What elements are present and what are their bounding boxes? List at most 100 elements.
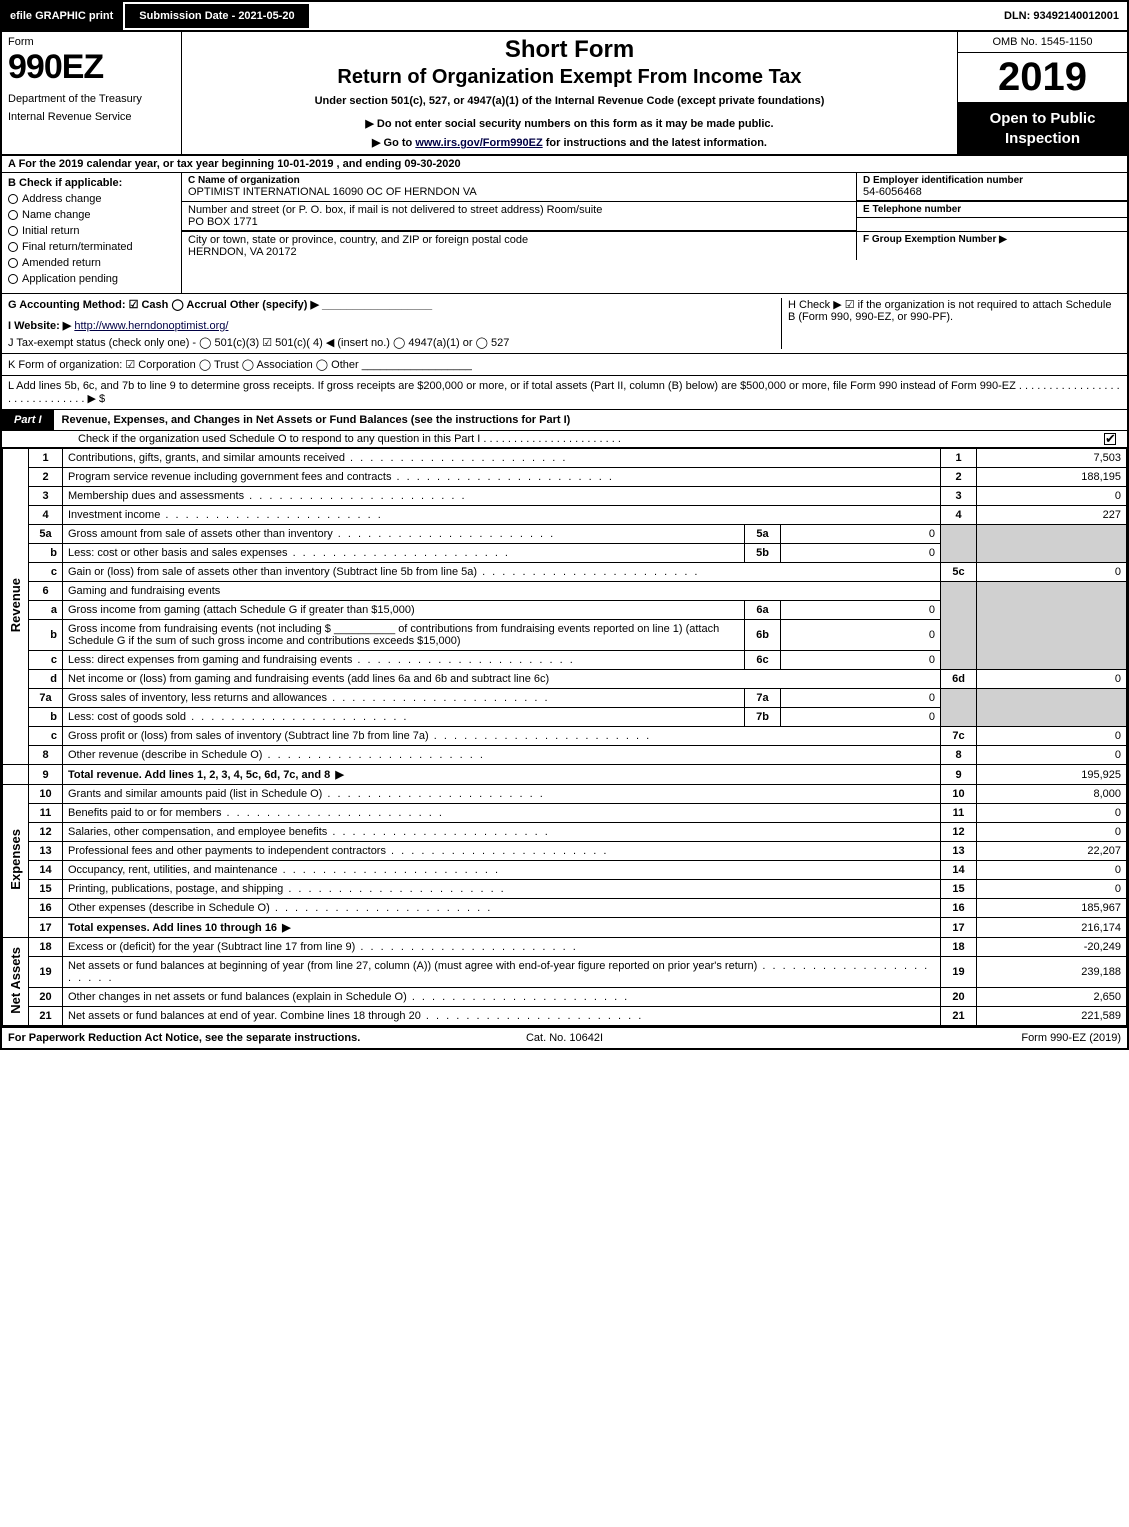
row-c-name: C Name of organization OPTIMIST INTERNAT… [182, 173, 1127, 202]
ln7b-num: b [29, 708, 63, 727]
return-of-title: Return of Organization Exempt From Incom… [190, 66, 949, 89]
bf-grid: B Check if applicable: Address change Na… [2, 173, 1127, 294]
row-i: I Website: ▶ http://www.herndonoptimist.… [8, 319, 781, 332]
ln15-desc: Printing, publications, postage, and shi… [63, 880, 941, 899]
box-b-head: B Check if applicable: [8, 177, 175, 189]
ln4-amt: 227 [977, 506, 1127, 525]
chk-final-return[interactable]: Final return/terminated [8, 241, 175, 253]
ln5c-amt: 0 [977, 563, 1127, 582]
ln2-r: 2 [941, 468, 977, 487]
chk-name-change[interactable]: Name change [8, 209, 175, 221]
ln15-r: 15 [941, 880, 977, 899]
ln13-num: 13 [29, 842, 63, 861]
ln6b-box: 6b [745, 620, 781, 651]
box-c-name: C Name of organization OPTIMIST INTERNAT… [182, 173, 857, 201]
section-expenses: Expenses [3, 785, 29, 938]
lbl-city: City or town, state or province, country… [188, 234, 850, 246]
ln16-desc: Other expenses (describe in Schedule O) [63, 899, 941, 918]
ln7a-desc: Gross sales of inventory, less returns a… [63, 689, 745, 708]
ln12-desc: Salaries, other compensation, and employ… [63, 823, 941, 842]
box-f: F Group Exemption Number ▶ [857, 232, 1127, 247]
part1-schedule-o-checkbox[interactable] [1104, 433, 1116, 445]
box-c-city: City or town, state or province, country… [182, 232, 857, 260]
ln6d-r: 6d [941, 670, 977, 689]
ln17-num: 17 [29, 918, 63, 938]
lbl-org-name: C Name of organization [188, 175, 850, 186]
ln11-num: 11 [29, 804, 63, 823]
ln20-num: 20 [29, 988, 63, 1007]
ln6a-sub: 0 [781, 601, 941, 620]
ln13-desc: Professional fees and other payments to … [63, 842, 941, 861]
ln6b-sub: 0 [781, 620, 941, 651]
ln2-num: 2 [29, 468, 63, 487]
ln19-r: 19 [941, 957, 977, 988]
short-form-title: Short Form [190, 36, 949, 64]
ln18-amt: -20,249 [977, 938, 1127, 957]
submission-date-button[interactable]: Submission Date - 2021-05-20 [125, 4, 308, 28]
ln6a-box: 6a [745, 601, 781, 620]
ln10-desc: Grants and similar amounts paid (list in… [63, 785, 941, 804]
ein-value: 54-6056468 [863, 186, 1121, 198]
lbl-group-exemption: F Group Exemption Number ▶ [863, 234, 1121, 245]
part1-tag: Part I [2, 410, 54, 430]
open-to-public: Open to Public Inspection [958, 103, 1127, 154]
ln9-num: 9 [29, 765, 63, 785]
ln21-desc: Net assets or fund balances at end of ye… [63, 1007, 941, 1026]
ln3-desc: Membership dues and assessments [63, 487, 941, 506]
ln10-amt: 8,000 [977, 785, 1127, 804]
ln15-num: 15 [29, 880, 63, 899]
ln11-r: 11 [941, 804, 977, 823]
ln1-num: 1 [29, 449, 63, 468]
ln8-num: 8 [29, 746, 63, 765]
section-net-assets: Net Assets [3, 938, 29, 1026]
org-name: OPTIMIST INTERNATIONAL 16090 OC OF HERND… [188, 186, 850, 198]
topbar: efile GRAPHIC print Submission Date - 20… [2, 2, 1127, 32]
form-word: Form [8, 36, 175, 48]
efile-print-button[interactable]: efile GRAPHIC print [2, 2, 123, 30]
accounting-method: G Accounting Method: ☑ Cash ◯ Accrual Ot… [8, 298, 781, 311]
ln6a-desc: Gross income from gaming (attach Schedul… [63, 601, 745, 620]
row-a-tax-year: A For the 2019 calendar year, or tax yea… [2, 156, 1127, 173]
ln6-num: 6 [29, 582, 63, 601]
ln1-amt: 7,503 [977, 449, 1127, 468]
website-link[interactable]: http://www.herndonoptimist.org/ [74, 320, 228, 332]
part1-sub: Check if the organization used Schedule … [2, 431, 1127, 448]
ln8-r: 8 [941, 746, 977, 765]
lbl-phone: E Telephone number [863, 204, 1121, 215]
ln2-desc: Program service revenue including govern… [63, 468, 941, 487]
footer-right: Form 990-EZ (2019) [750, 1032, 1121, 1044]
part1-title: Revenue, Expenses, and Changes in Net As… [54, 410, 1127, 430]
ln7c-amt: 0 [977, 727, 1127, 746]
chk-initial-return[interactable]: Initial return [8, 225, 175, 237]
row-l: L Add lines 5b, 6c, and 7b to line 9 to … [2, 376, 1127, 410]
grey-5ab [941, 525, 977, 563]
row-addr: Number and street (or P. O. box, if mail… [182, 202, 1127, 232]
ln6c-desc: Less: direct expenses from gaming and fu… [63, 651, 745, 670]
ln21-num: 21 [29, 1007, 63, 1026]
ln11-desc: Benefits paid to or for members [63, 804, 941, 823]
ln14-desc: Occupancy, rent, utilities, and maintena… [63, 861, 941, 880]
dept-treasury: Department of the Treasury [8, 93, 175, 105]
ln6b-num: b [29, 620, 63, 651]
chk-address-change[interactable]: Address change [8, 193, 175, 205]
footer-left: For Paperwork Reduction Act Notice, see … [8, 1032, 379, 1044]
ln5a-sub: 0 [781, 525, 941, 544]
ln7a-sub: 0 [781, 689, 941, 708]
ln18-desc: Excess or (deficit) for the year (Subtra… [63, 938, 941, 957]
ln10-num: 10 [29, 785, 63, 804]
ln17-amt: 216,174 [977, 918, 1127, 938]
ln21-amt: 221,589 [977, 1007, 1127, 1026]
ln16-amt: 185,967 [977, 899, 1127, 918]
city-value: HERNDON, VA 20172 [188, 246, 850, 258]
ln13-r: 13 [941, 842, 977, 861]
chk-application-pending[interactable]: Application pending [8, 273, 175, 285]
ln6d-desc: Net income or (loss) from gaming and fun… [63, 670, 941, 689]
ln5b-sub: 0 [781, 544, 941, 563]
grey-5ab-amt [977, 525, 1127, 563]
ln16-r: 16 [941, 899, 977, 918]
irs-link[interactable]: www.irs.gov/Form990EZ [415, 137, 542, 149]
ln9-amt: 195,925 [977, 765, 1127, 785]
chk-amended-return[interactable]: Amended return [8, 257, 175, 269]
ln5c-num: c [29, 563, 63, 582]
grey-6abc [941, 582, 977, 670]
